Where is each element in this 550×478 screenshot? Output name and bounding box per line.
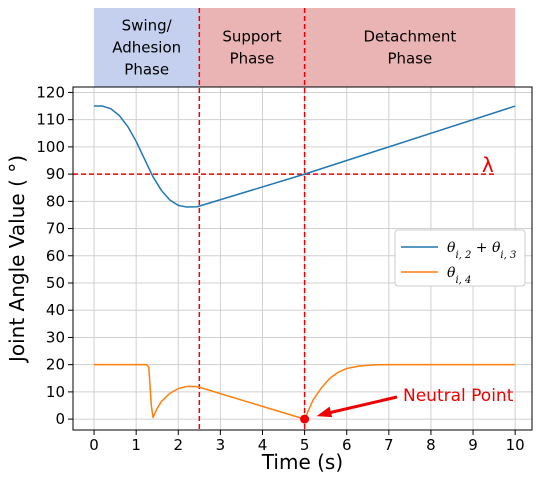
phase-label-3-line-2: Phase bbox=[387, 50, 432, 68]
phase-band-1 bbox=[94, 8, 200, 87]
legend-symbol: θ bbox=[447, 240, 456, 256]
x-tick-label: 10 bbox=[506, 436, 525, 454]
phase-label-1-line-1: Swing/ bbox=[122, 17, 173, 35]
y-tick-label: 120 bbox=[36, 83, 65, 101]
legend: θi, 2 + θi, 3θi, 4 bbox=[394, 229, 526, 287]
phase-label-1-line-3: Phase bbox=[124, 61, 169, 79]
annotation-group: λ Neutral Point bbox=[300, 153, 514, 424]
phase-label-3-line-1: Detachment bbox=[363, 28, 456, 46]
series-line-2 bbox=[94, 363, 516, 420]
x-axis-title: Time (s) bbox=[261, 450, 343, 474]
neutral-point-arrow-shaft bbox=[325, 395, 398, 416]
series-line-1 bbox=[94, 105, 516, 208]
reference-lines bbox=[73, 8, 495, 430]
neutral-point-label: Neutral Point bbox=[403, 386, 514, 406]
legend-symbol: + θ bbox=[471, 240, 501, 256]
x-tick-label: 1 bbox=[131, 436, 141, 454]
y-tick-label: 20 bbox=[46, 356, 65, 374]
x-tick-label: 0 bbox=[89, 436, 99, 454]
x-tick-label: 2 bbox=[174, 436, 184, 454]
y-tick-label: 60 bbox=[46, 247, 65, 265]
phase-band-3 bbox=[304, 8, 516, 87]
y-tick-label: 10 bbox=[46, 383, 65, 401]
legend-subscript: i, 3 bbox=[500, 250, 516, 261]
y-tick-label: 30 bbox=[46, 328, 65, 346]
axes-border bbox=[72, 86, 533, 431]
x-tick-label: 3 bbox=[216, 436, 226, 454]
x-tick-label: 7 bbox=[384, 436, 394, 454]
y-tick-label: 50 bbox=[46, 274, 65, 292]
phase-label-1-line-2: Adhesion bbox=[112, 39, 181, 57]
series-group bbox=[94, 105, 516, 420]
phase-label-2-line-2: Phase bbox=[230, 50, 275, 68]
y-tick-label: 0 bbox=[55, 410, 65, 428]
y-tick-label: 70 bbox=[46, 220, 65, 238]
x-tick-label: 4 bbox=[258, 436, 268, 454]
legend-subscript: i, 2 bbox=[455, 250, 471, 261]
y-tick-label: 90 bbox=[46, 165, 65, 183]
phase-band-2 bbox=[199, 8, 305, 87]
x-tick-label: 8 bbox=[426, 436, 436, 454]
y-tick-label: 80 bbox=[46, 192, 65, 210]
y-tick-label: 40 bbox=[46, 301, 65, 319]
neutral-point-marker bbox=[300, 414, 310, 424]
legend-label-2: θi, 4 bbox=[447, 265, 471, 286]
y-tick-label: 110 bbox=[36, 111, 65, 129]
y-tick-label: 100 bbox=[36, 138, 65, 156]
x-tick-label: 5 bbox=[300, 436, 310, 454]
legend-subscript: i, 4 bbox=[455, 275, 471, 286]
legend-label-1: θi, 2 + θi, 3 bbox=[447, 240, 516, 261]
x-tick-label: 9 bbox=[468, 436, 478, 454]
phase-band-group: Swing/Adhesion Phase Support Phase Detachmen… bbox=[94, 8, 516, 87]
y-axis-title: Joint Angle Value ( °) bbox=[5, 155, 29, 364]
neutral-point-arrow-head bbox=[316, 406, 333, 418]
lambda-label: λ bbox=[482, 153, 494, 177]
phase-label-2-line-1: Support bbox=[222, 28, 281, 46]
x-tick-label: 6 bbox=[342, 436, 352, 454]
legend-symbol: θ bbox=[447, 265, 456, 281]
